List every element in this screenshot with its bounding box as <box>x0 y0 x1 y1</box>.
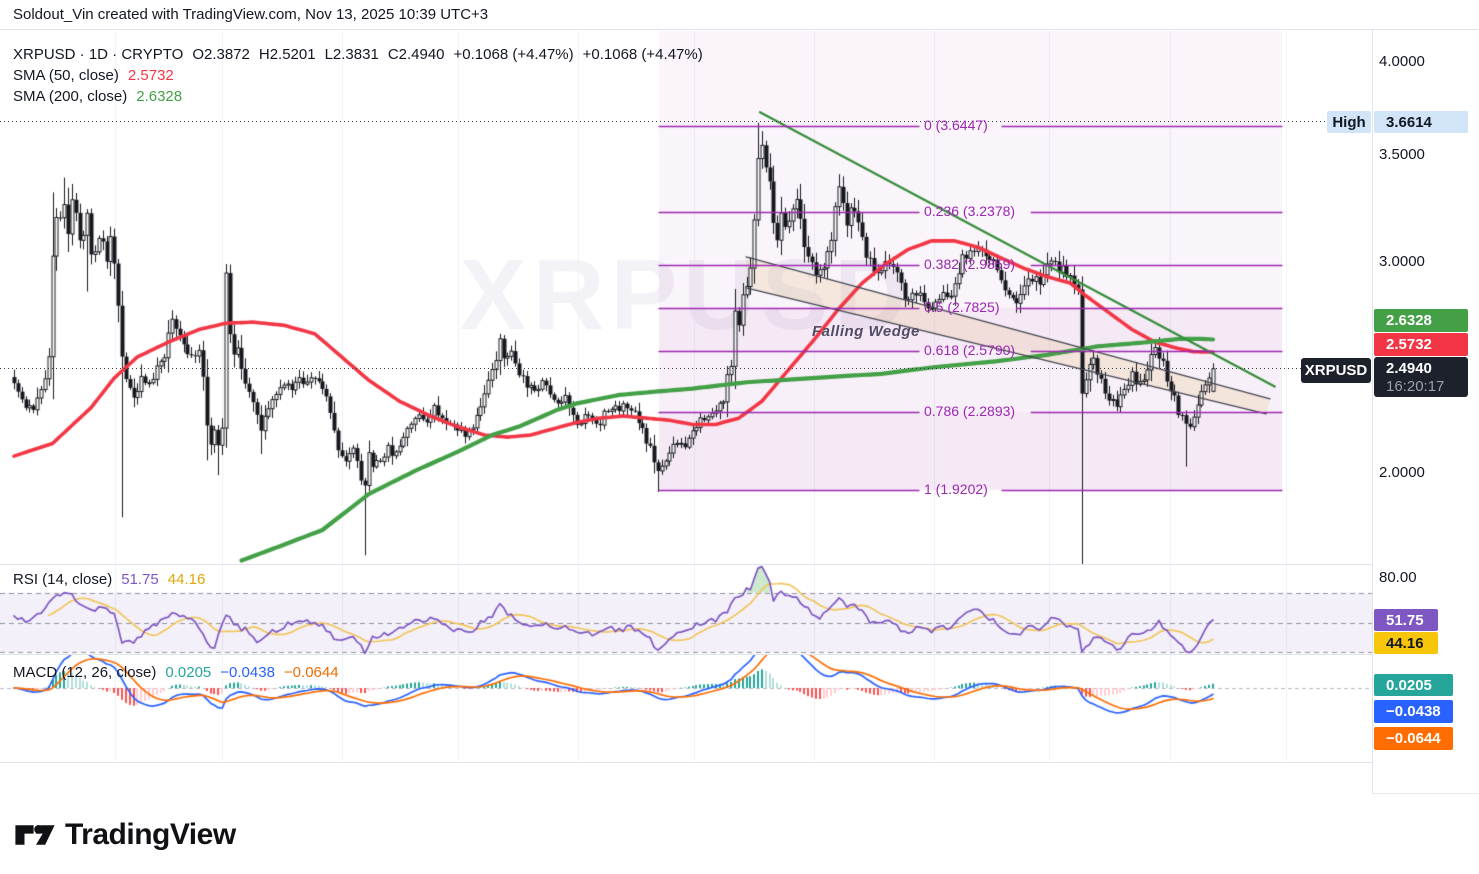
rsi-value: 51.75 <box>121 571 159 588</box>
bar-countdown: 16:20:17 <box>1386 378 1445 395</box>
price-axis-label: 2.0000 <box>1379 464 1425 481</box>
ohlc-open: O2.3872 <box>192 46 250 63</box>
last-price-dotted-line <box>0 368 1301 369</box>
fib-level-label[interactable]: 0.786 (2.2893) <box>924 402 1016 419</box>
symbol-title[interactable]: XRPUSD · 1D · CRYPTO <box>13 46 184 63</box>
tradingview-brand-text: TradingView <box>65 818 236 851</box>
legend-row-sma200[interactable]: SMA (200, close) 2.6328 <box>13 88 182 105</box>
rsi-axis-label: 80.00 <box>1379 569 1417 586</box>
macd-axis-badge: −0.0438 <box>1374 700 1453 723</box>
falling-wedge-annotation[interactable]: Falling Wedge <box>812 323 920 340</box>
last-price-symbol-label: XRPUSD <box>1301 358 1371 383</box>
chart-canvas[interactable] <box>0 0 1372 763</box>
ohlc-high: H2.5201 <box>258 46 316 63</box>
high-dotted-line <box>0 121 1327 122</box>
last-price-badge: 2.4940 16:20:17 <box>1374 357 1468 397</box>
fib-level-label[interactable]: 0.5 (2.7825) <box>924 298 1000 315</box>
fib-level-label[interactable]: 1 (1.9202) <box>924 480 988 497</box>
change-abs: +0.1068 (+4.47%) <box>453 46 574 63</box>
fib-level-label[interactable]: 0.382 (2.9859) <box>924 255 1016 272</box>
price-axis-label: 3.0000 <box>1379 253 1425 270</box>
rsi-label[interactable]: RSI (14, close) <box>13 571 113 588</box>
sma50-axis-badge: 2.5732 <box>1374 333 1468 356</box>
macd-label[interactable]: MACD (12, 26, close) <box>13 664 157 681</box>
legend-row-sma50[interactable]: SMA (50, close) 2.5732 <box>13 67 174 84</box>
sma50-value: 2.5732 <box>127 67 174 84</box>
legend-row-rsi[interactable]: RSI (14, close) 51.75 44.16 <box>13 571 205 588</box>
sma200-value: 2.6328 <box>136 88 183 105</box>
macd-signal-axis-badge: −0.0644 <box>1374 727 1453 750</box>
high-marker-label: High <box>1327 111 1371 133</box>
change-pct: +0.1068 (+4.47%) <box>582 46 703 63</box>
legend-row-macd[interactable]: MACD (12, 26, close) 0.0205 −0.0438 −0.0… <box>13 664 339 681</box>
high-value-badge: 3.6614 <box>1374 111 1468 133</box>
macd-value: −0.0438 <box>220 664 275 681</box>
pane-separator[interactable] <box>0 564 1372 565</box>
ohlc-low: L2.3831 <box>324 46 379 63</box>
rsi-ma-axis-badge: 44.16 <box>1374 632 1438 654</box>
pane-separator[interactable] <box>0 654 1372 655</box>
tradingview-logo-icon <box>15 825 55 845</box>
ohlc-close: C2.4940 <box>387 46 445 63</box>
rsi-ma-value: 44.16 <box>167 571 206 588</box>
fib-level-label[interactable]: 0 (3.6447) <box>924 116 988 133</box>
fib-level-label[interactable]: 0.618 (2.5790) <box>924 341 1016 358</box>
last-price-value: 2.4940 <box>1386 360 1432 377</box>
macd-signal-value: −0.0644 <box>283 664 339 681</box>
tradingview-brand[interactable]: TradingView <box>14 816 236 854</box>
sma200-axis-badge: 2.6328 <box>1374 309 1468 332</box>
price-axis-border <box>1372 30 1373 793</box>
fib-level-label[interactable]: 0.236 (3.2378) <box>924 202 1016 219</box>
macd-hist-value: 0.0205 <box>165 664 212 681</box>
macd-hist-axis-badge: 0.0205 <box>1374 674 1453 696</box>
sma50-label[interactable]: SMA (50, close) <box>13 67 119 84</box>
sma200-label[interactable]: SMA (200, close) <box>13 88 128 105</box>
legend-row-symbol[interactable]: XRPUSD · 1D · CRYPTO O2.3872 H2.5201 L2.… <box>13 46 703 63</box>
price-axis-label: 3.5000 <box>1379 146 1425 163</box>
rsi-axis-badge: 51.75 <box>1374 609 1438 631</box>
time-axis[interactable]: FebMarAprMayJunJulAugSepOctNovDec <box>0 762 1372 794</box>
price-axis-label: 4.0000 <box>1379 53 1425 70</box>
